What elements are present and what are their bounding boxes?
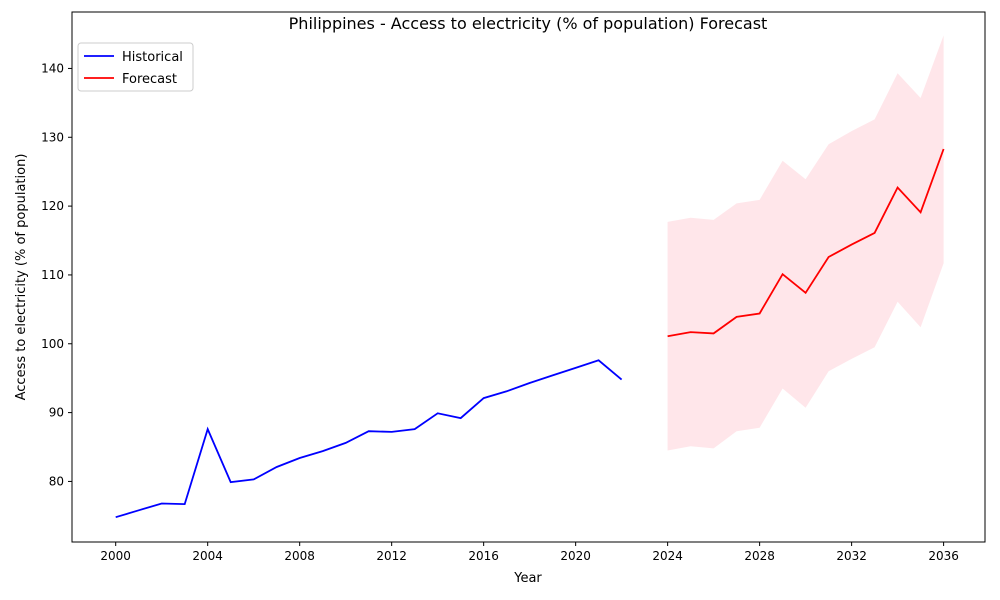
y-tick-label: 80 xyxy=(49,474,64,488)
y-tick-label: 90 xyxy=(49,406,64,420)
forecast-series-line xyxy=(667,148,945,338)
x-tick-label: 2028 xyxy=(744,549,775,563)
x-tick-label: 2000 xyxy=(100,549,131,563)
x-tick-label: 2020 xyxy=(560,549,591,563)
x-tick-label: 2012 xyxy=(376,549,407,563)
x-tick-label: 2032 xyxy=(836,549,867,563)
y-tick-label: 110 xyxy=(41,268,64,282)
y-tick-label: 120 xyxy=(41,199,64,213)
x-tick-label: 2024 xyxy=(652,549,683,563)
plot-frame xyxy=(71,11,986,543)
legend-historical-label: Historical xyxy=(122,50,183,65)
y-axis: 80 90 100 110 120 130 140 xyxy=(41,61,72,488)
legend: Historical Forecast xyxy=(77,42,194,92)
chart-title: Philippines - Access to electricity (% o… xyxy=(289,14,768,33)
x-tick-label: 2004 xyxy=(192,549,223,563)
y-tick-label: 100 xyxy=(41,337,64,351)
x-tick-label: 2016 xyxy=(468,549,499,563)
legend-box xyxy=(77,42,194,92)
legend-forecast-label: Forecast xyxy=(122,72,177,87)
y-tick-label: 140 xyxy=(41,61,64,75)
x-tick-label: 2036 xyxy=(928,549,959,563)
x-axis-title: Year xyxy=(513,571,542,586)
historical-series-line xyxy=(115,359,623,519)
x-tick-label: 2008 xyxy=(284,549,315,563)
x-axis: 2000 2004 2008 2012 2016 2020 2024 2028 2032 2036 xyxy=(100,542,959,563)
plot-area xyxy=(115,35,945,519)
confidence-band xyxy=(667,35,944,451)
y-axis-title: Access to electricity (% of population) xyxy=(14,154,29,401)
y-tick-label: 130 xyxy=(41,130,64,144)
